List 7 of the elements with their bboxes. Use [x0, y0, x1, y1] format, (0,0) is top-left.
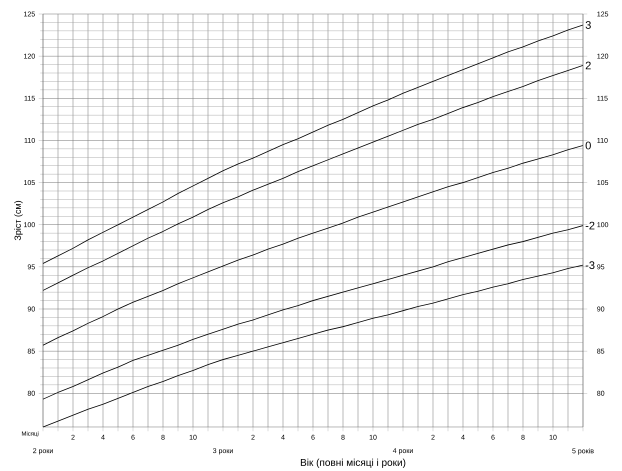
series-label: -3	[586, 261, 594, 269]
series-label: -2	[586, 222, 594, 230]
series-label: 2	[586, 61, 591, 70]
series-label: 3	[586, 20, 591, 29]
series-label: 0	[586, 141, 591, 150]
y-axis-title: Зріст (см)	[14, 200, 23, 240]
x-axis-title: Вік (повні місяці і роки)	[300, 458, 406, 468]
